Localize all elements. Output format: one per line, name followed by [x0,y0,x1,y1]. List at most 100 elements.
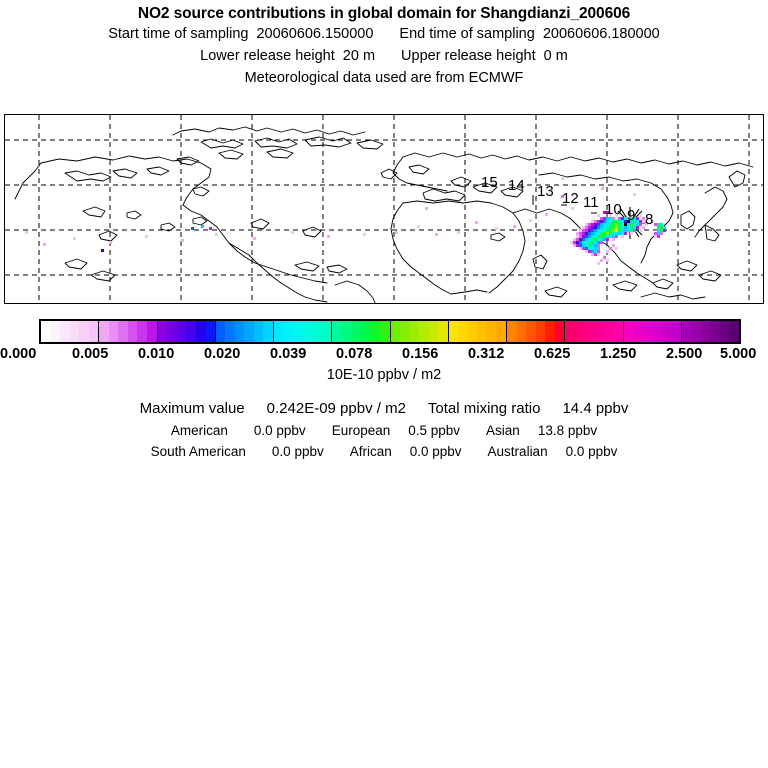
region-value-south-american: 0.0 ppbv [271,444,324,459]
colorbar-tick-1: 0.005 [72,346,109,362]
colorbar-band-4-1 [283,321,294,342]
colorbar-band-7-2 [467,321,478,342]
graticule-gridlines [5,115,763,303]
sampling-time-line: Start time of sampling 20060606.150000 End… [0,23,768,45]
end-time-value: 20060606.180000 [542,26,660,42]
lower-release-height-value: 20 m [342,48,376,64]
colorbar-band-1-3 [127,321,138,342]
colorbar-tick-11: 5.000 [720,346,757,362]
colorbar-tick-9: 1.250 [600,346,637,362]
colorbar-band-2-4 [195,321,206,342]
region-name-south-american: South American [150,444,246,459]
region-value-african: 0.0 ppbv [409,444,462,459]
colorbar-band-2-1 [167,321,177,342]
global-map-panel: 15 14 13 12 11 10 9 8 [4,114,764,304]
trajectory-label-14: 14 [508,177,525,194]
world-map-svg [5,115,763,303]
colorbar-tick-labels: 0.000 0.005 0.010 0.020 0.039 0.078 0.156 0.312… [0,345,768,363]
colorbar-segment-8 [507,321,566,342]
maximum-value-label: Maximum value [139,400,245,417]
trajectory-label-11: 11 [583,194,599,211]
colorbar-segment-1 [99,321,158,342]
colorbar-band-10-3 [652,321,662,342]
colorbar-segment-7 [448,321,507,342]
colorbar-tick-10: 2.500 [666,346,703,362]
total-mixing-ratio-value: 14.4 ppbv [562,400,629,417]
colorbar-band-6-3 [419,321,429,342]
colorbar-band-6-4 [428,321,439,342]
colorbar-band-1-0 [99,321,109,342]
colorbar-band-11-4 [719,321,730,342]
region-value-asian: 13.8 ppbv [537,423,598,438]
colorbar-band-5-3 [360,321,371,342]
colorbar-band-2-3 [186,321,196,342]
region-row-1: American 0.0 ppbv European 0.5 ppbv Asian 13.… [0,420,768,441]
colorbar-band-11-3 [710,321,720,342]
colorbar-segment-5 [332,321,391,342]
colorbar-band-4-2 [293,321,303,342]
total-mixing-ratio-label: Total mixing ratio [427,400,541,417]
maximum-value: 0.242E-09 ppbv / m2 [266,400,406,417]
colorbar-segment-10 [623,321,682,342]
colorbar-band-10-4 [661,321,672,342]
colorbar-band-0-3 [69,321,80,342]
colorbar-band-8-4 [545,321,555,342]
colorbar-band-7-5 [496,321,507,342]
colorbar-band-5-0 [332,321,342,342]
upper-release-height-value: 0 m [543,48,568,64]
colorbar-segment-2 [157,321,216,342]
colorbar-band-9-4 [603,321,613,342]
colorbar-band-8-3 [535,321,546,342]
colorbar [39,319,741,344]
colorbar-band-3-1 [225,321,235,342]
colorbar-band-6-2 [409,321,420,342]
colorbar-band-5-4 [370,321,380,342]
page-title: NO2 source contributions in global domai… [137,5,631,22]
colorbar-band-3-3 [244,321,254,342]
trajectory-label-9: 9 [627,207,636,224]
colorbar-band-9-3 [593,321,604,342]
colorbar-tick-4: 0.039 [270,346,307,362]
colorbar-band-8-0 [507,321,517,342]
colorbar-tick-2: 0.010 [138,346,175,362]
colorbar-band-8-2 [526,321,536,342]
colorbar-band-8-1 [516,321,527,342]
colorbar-band-11-5 [729,321,740,342]
start-time-value: 20060606.150000 [256,26,374,42]
region-name-european: European [331,423,391,438]
start-time-label: Start time of sampling [108,26,249,42]
trajectory-label-13: 13 [537,183,554,200]
colorbar-band-3-2 [234,321,245,342]
colorbar-tick-8: 0.625 [534,346,571,362]
trajectory-label-10: 10 [605,201,622,218]
trajectory-label-12: 12 [562,190,579,207]
colorbar-band-1-1 [108,321,119,342]
colorbar-band-10-2 [642,321,653,342]
colorbar-band-4-4 [312,321,322,342]
colorbar-tick-5: 0.078 [336,346,373,362]
colorbar-segment-9 [565,321,624,342]
colorbar-band-2-5 [205,321,215,342]
colorbar-band-9-5 [612,321,623,342]
colorbar-segment-11 [681,321,740,342]
colorbar-tick-7: 0.312 [468,346,505,362]
upper-release-height-label: Upper release height [401,48,536,64]
colorbar-band-7-4 [486,321,497,342]
colorbar-band-5-2 [351,321,361,342]
colorbar-band-5-1 [341,321,352,342]
region-name-asian: Asian [486,423,520,438]
colorbar-band-0-1 [50,321,61,342]
colorbar-band-3-4 [253,321,264,342]
colorbar-band-1-2 [118,321,128,342]
colorbar-band-4-5 [321,321,332,342]
colorbar-band-10-1 [633,321,643,342]
colorbar-band-9-2 [584,321,594,342]
trajectory-label-15: 15 [481,174,498,191]
region-value-american: 0.0 ppbv [253,423,306,438]
coastlines [14,126,754,303]
trajectory-label-8: 8 [645,211,654,228]
colorbar-tick-6: 0.156 [402,346,439,362]
colorbar-band-2-2 [176,321,187,342]
colorbar-band-3-0 [215,321,226,342]
colorbar-band-11-1 [691,321,701,342]
